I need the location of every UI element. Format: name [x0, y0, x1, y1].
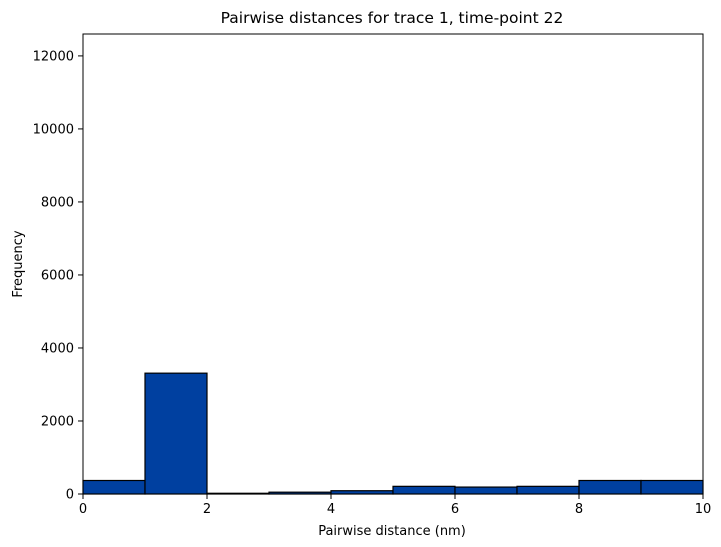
x-tick-label-0: 0 — [79, 502, 87, 517]
histogram-bar-8 — [578, 479, 642, 495]
y-axis-ticks: 0 2000 4000 6000 8000 10000 12000 — [33, 49, 83, 503]
y-tick-label-0: 0 — [66, 488, 74, 503]
histogram-bar-0 — [82, 479, 146, 495]
y-tick-label-2: 4000 — [41, 341, 74, 356]
histogram-bar-9 — [640, 479, 704, 495]
x-tick-label-2: 4 — [327, 502, 335, 517]
y-tick-label-5: 10000 — [33, 122, 74, 137]
bars-group — [82, 372, 704, 495]
chart-title: Pairwise distances for trace 1, time-poi… — [221, 9, 564, 27]
x-tick-label-3: 6 — [451, 502, 459, 517]
y-tick-label-6: 12000 — [33, 49, 74, 64]
y-tick-label-1: 2000 — [41, 414, 74, 429]
x-tick-label-5: 10 — [695, 502, 712, 517]
x-axis-ticks: 0 2 4 6 8 10 — [79, 494, 711, 517]
histogram-bar-5 — [392, 485, 456, 495]
x-tick-label-1: 2 — [203, 502, 211, 517]
y-tick-label-3: 6000 — [41, 268, 74, 283]
x-axis-label: Pairwise distance (nm) — [318, 524, 466, 539]
histogram-bar-7 — [516, 485, 580, 495]
y-axis-label: Frequency — [11, 230, 26, 297]
y-tick-label-4: 8000 — [41, 195, 74, 210]
plot-frame — [82, 33, 704, 495]
histogram-bar-1 — [144, 372, 208, 495]
x-tick-label-4: 8 — [575, 502, 583, 517]
histogram-bar-6 — [454, 486, 518, 495]
